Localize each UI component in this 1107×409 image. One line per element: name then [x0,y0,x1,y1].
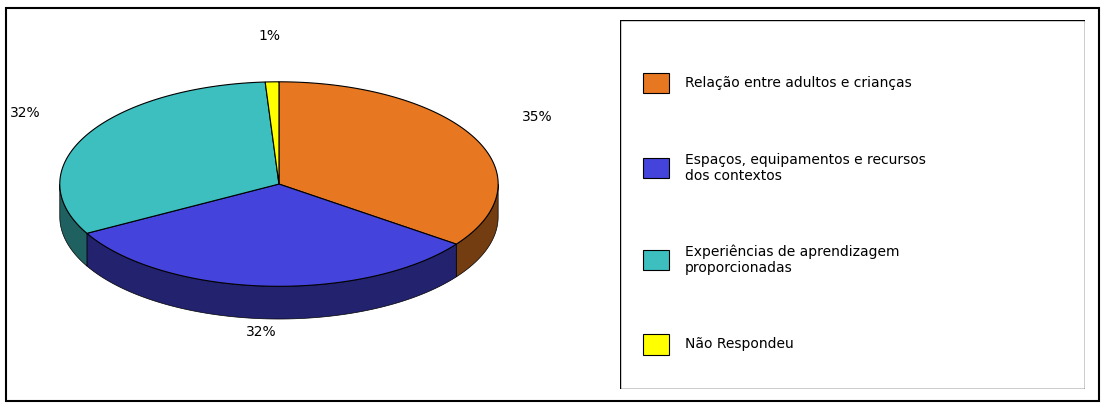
Bar [643,334,669,355]
Polygon shape [456,184,498,277]
Text: 32%: 32% [246,325,276,339]
Bar [643,73,669,93]
Polygon shape [86,184,456,286]
Polygon shape [266,82,279,184]
Text: 32%: 32% [10,106,41,119]
Text: 35%: 35% [521,110,552,124]
Text: Relação entre adultos e crianças: Relação entre adultos e crianças [685,76,912,90]
Text: Não Respondeu: Não Respondeu [685,337,794,351]
Polygon shape [279,82,498,244]
Text: 1%: 1% [259,29,281,43]
Polygon shape [86,233,456,319]
Polygon shape [60,184,86,266]
Bar [643,249,669,270]
Text: Experiências de aprendizagem
proporcionadas: Experiências de aprendizagem proporciona… [685,244,900,275]
Polygon shape [60,82,279,233]
Text: Espaços, equipamentos e recursos
dos contextos: Espaços, equipamentos e recursos dos con… [685,153,925,183]
Bar [643,157,669,178]
